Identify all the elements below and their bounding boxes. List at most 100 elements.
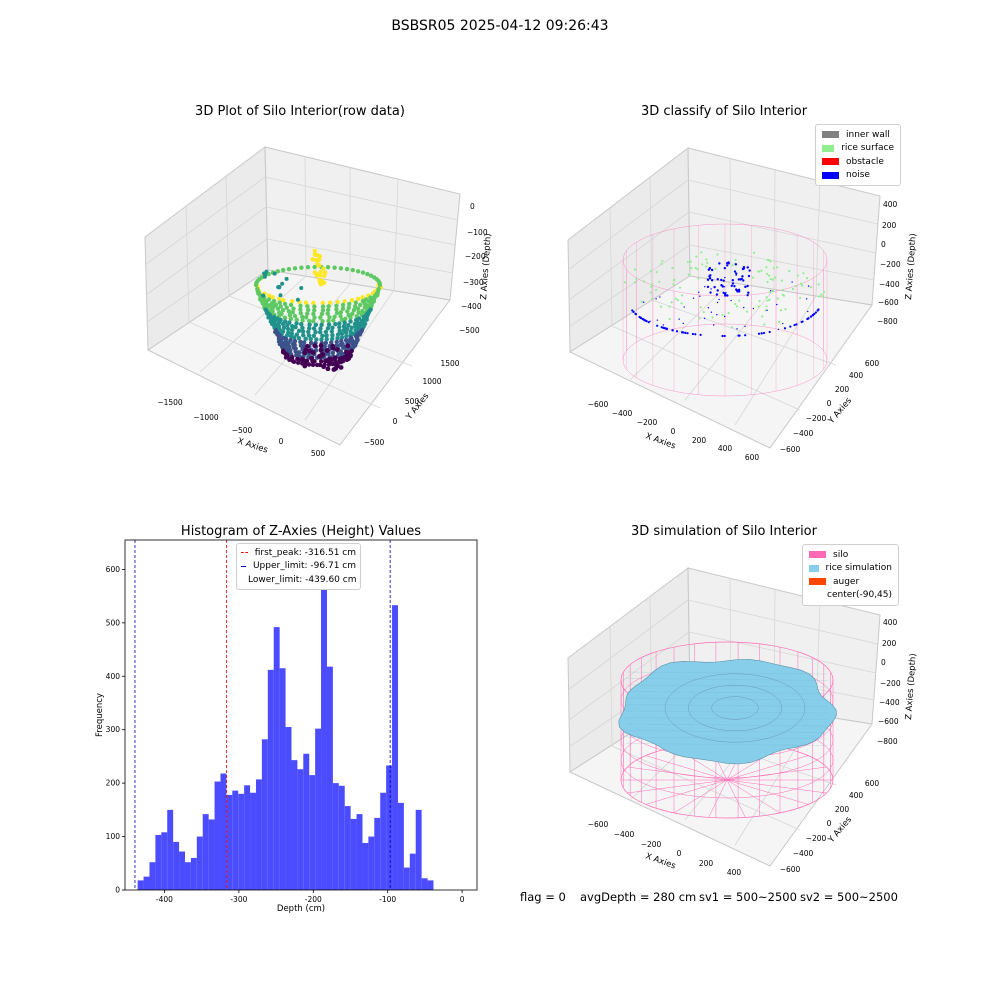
classify-noise-center-33: [713, 285, 716, 289]
raw-point-139: [339, 317, 345, 322]
hist-xtick-label-3: -100: [379, 895, 396, 904]
hist-y-ticks: 0 100 200 300 400 500 600: [106, 565, 125, 895]
raw-point-415: [279, 344, 285, 349]
raw-point-195: [311, 326, 317, 331]
raw-point-223: [300, 329, 306, 334]
classify-rice-point-61: [689, 260, 692, 263]
hist-bar-1: [143, 876, 150, 890]
sim-ytick-6: 600: [865, 779, 880, 788]
raw-point-497: [377, 282, 383, 288]
classify-noise-rim-18: [631, 309, 634, 312]
raw-point-145: [300, 318, 305, 323]
sim-ztick-0: 400: [883, 618, 898, 627]
classify-rice-point-54: [763, 323, 766, 326]
classify-noise-scatter-5: [776, 303, 778, 306]
raw-point-545: [312, 343, 318, 349]
raw-point-559: [319, 353, 324, 359]
classify-noise-scatter-30: [710, 288, 712, 290]
hist-bar-9: [190, 857, 197, 890]
raw-point-63: [325, 307, 331, 313]
raw-point-455: [314, 362, 320, 368]
sim-ztick-4: −400: [879, 698, 900, 707]
classify-noise-center-2: [723, 266, 727, 270]
raw-point-148: [282, 315, 288, 320]
raw-point-557: [325, 358, 330, 363]
classify-rice-point-29: [690, 266, 693, 270]
hist-xtick-label-2: -200: [305, 895, 322, 904]
raw-point-59: [352, 304, 358, 309]
raw-ztick-4: −400: [461, 302, 482, 311]
raw-point-36: [334, 303, 339, 308]
raw-point-271: [324, 337, 329, 342]
raw-point-233: [269, 315, 274, 321]
classify-rice-point-5: [821, 295, 825, 298]
raw-point-222: [306, 329, 311, 335]
raw-point-226: [285, 326, 291, 332]
classify-rice-point-2: [661, 260, 664, 263]
raw-point-457: [306, 362, 312, 367]
raw-point-193: [325, 326, 331, 331]
classify-noise-scatter-38: [777, 328, 780, 331]
classify-noise-center-38: [708, 267, 712, 270]
raw-point-123: [276, 310, 282, 315]
classify-rice-point-28: [766, 299, 769, 302]
classify-noise-rim-47: [800, 320, 803, 324]
classify-noise-center-5: [731, 282, 735, 285]
classify-legend: inner wall rice surface obstacle noise: [815, 124, 901, 186]
raw-point-95: [286, 309, 292, 314]
sim-legend: silo rice simulation auger center(-90,45…: [802, 544, 899, 606]
classify-rice-point-97: [751, 276, 755, 279]
sim-surface: [618, 641, 837, 819]
raw-point-373: [330, 350, 336, 356]
classify-rice-point-100: [702, 311, 705, 314]
classify-legend-swatch-3: [822, 171, 839, 179]
sim-legend-item-0: silo: [809, 548, 892, 562]
classify-legend-label-3: noise: [846, 170, 870, 181]
sim-rice-mesh-5: [626, 704, 828, 707]
classify-noise-center-4: [726, 294, 729, 297]
classify-noise-scatter-39: [743, 306, 745, 309]
classify-noise-rim-49: [665, 327, 668, 330]
raw-point-138: [343, 316, 348, 321]
raw-point-480: [299, 265, 304, 270]
raw-point-14: [303, 300, 309, 305]
hist-ytick-label-3: 300: [106, 725, 121, 734]
sim-ztick-5: −600: [878, 717, 899, 726]
raw-point-113: [338, 313, 343, 319]
classify-noise-center-8: [710, 268, 714, 272]
raw-point-155: [262, 303, 267, 308]
classify-rice-point-42: [799, 296, 802, 300]
sim-legend-swatch-0: [809, 551, 826, 559]
raw-xtick-3: 0: [279, 437, 284, 446]
classify-noise-center-34: [720, 278, 723, 282]
hist-bar-42: [386, 765, 393, 890]
sim-ytick-0: −600: [780, 865, 801, 874]
classify-rice-point-88: [805, 276, 809, 280]
raw-point-41: [298, 303, 303, 308]
raw-point-42: [288, 302, 294, 308]
raw-point-90: [319, 311, 325, 317]
classify-noise-rim-54: [793, 323, 796, 327]
classify-xtick-0: −600: [588, 400, 609, 409]
classify-xtick-2: −200: [637, 418, 658, 427]
hist-bar-26: [291, 760, 298, 890]
classify-rice-point-85: [649, 270, 652, 273]
sim-ytick-5: 400: [849, 791, 864, 800]
raw-ztick-3: −300: [463, 278, 484, 287]
classify-noise-center-23: [747, 291, 750, 294]
classify-rice-point-93: [771, 290, 775, 293]
classify-rice-point-101: [633, 268, 637, 271]
sim-silo-floor-spoke-4: [726, 779, 746, 818]
raw-point-275: [303, 336, 308, 342]
classify-rice-point-99: [746, 310, 749, 313]
raw-point-428: [319, 359, 324, 364]
raw-point-301: [301, 340, 307, 345]
classify-rice-point-90: [649, 291, 652, 294]
classify-noise-rim-50: [795, 323, 798, 326]
sim-rice-mesh-2: [626, 684, 828, 688]
hist-legend-label-2: Lower_limit: -439.60 cm: [248, 574, 357, 585]
sim-ytick-1: −400: [793, 849, 814, 858]
raw-point-198: [293, 324, 298, 330]
sim-silo-floor-spoke-3: [726, 779, 781, 814]
